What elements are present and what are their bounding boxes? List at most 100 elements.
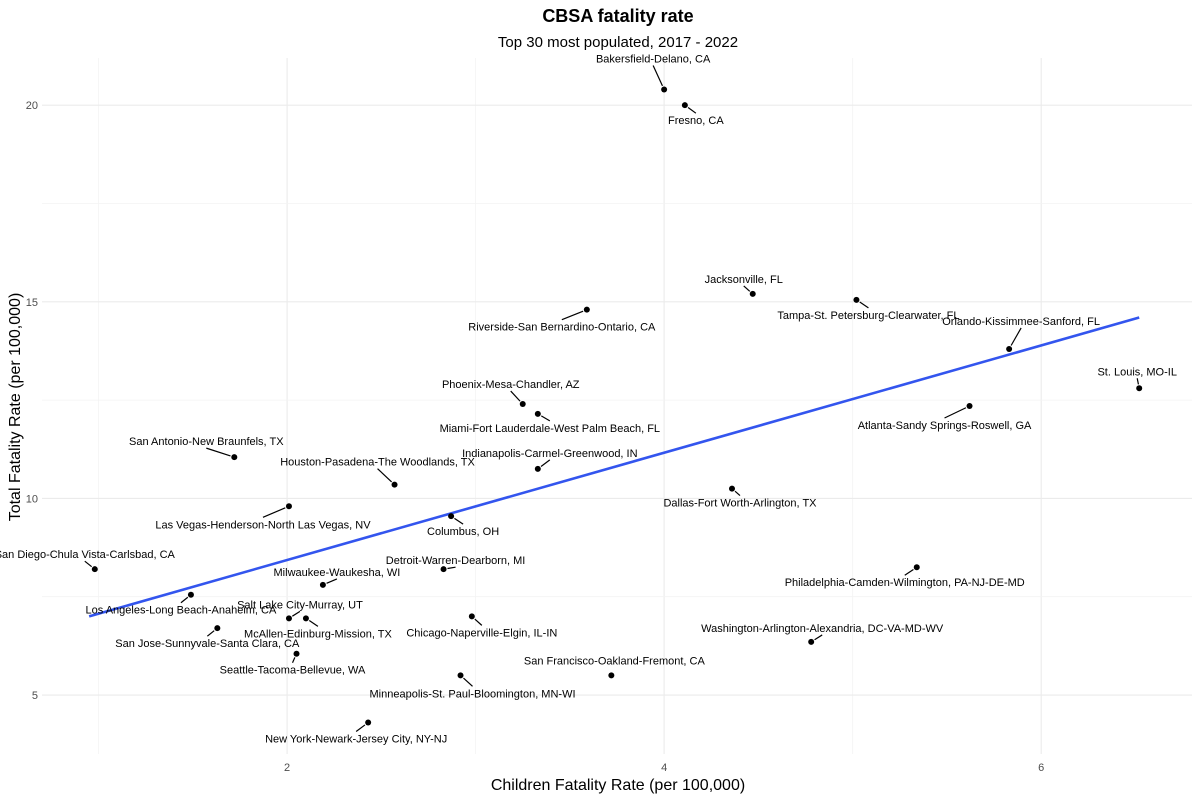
data-point	[91, 566, 98, 573]
data-point	[391, 481, 398, 488]
point-label: Atlanta-Sandy Springs-Roswell, GA	[858, 420, 1032, 432]
data-point	[966, 403, 973, 409]
label-leader-line	[1010, 327, 1022, 346]
label-leader-line	[206, 630, 215, 637]
point-label: Milwaukee-Waukesha, WI	[274, 567, 401, 579]
point-label: St. Louis, MO-IL	[1097, 366, 1176, 378]
label-leader-line	[859, 301, 869, 309]
label-leader-line	[206, 447, 231, 457]
data-point	[285, 503, 292, 510]
data-point	[302, 615, 309, 622]
point-label: Houston-Pasadena-The Woodlands, TX	[280, 457, 475, 469]
point-label: Los Angeles-Long Beach-Anaheim, CA	[86, 605, 277, 617]
y-tick-label: 20	[26, 100, 38, 112]
data-point	[808, 638, 815, 645]
data-point	[293, 650, 300, 657]
data-point	[681, 102, 688, 109]
label-leader-line	[561, 310, 584, 321]
data-point	[440, 566, 447, 573]
point-label: Jacksonville, FL	[705, 274, 783, 286]
label-leader-line	[743, 285, 751, 292]
data-point	[749, 290, 756, 297]
data-point	[534, 465, 541, 472]
y-tick-label: 15	[26, 297, 38, 309]
label-leader-line	[262, 507, 286, 518]
label-leader-line	[1136, 378, 1140, 385]
point-label: San Francisco-Oakland-Fremont, CA	[524, 655, 706, 667]
trend-line	[88, 316, 1140, 618]
x-tick-label: 6	[1038, 762, 1044, 774]
label-leader-line	[814, 634, 823, 641]
trend-line-group	[88, 316, 1140, 618]
label-leader-line	[540, 415, 551, 422]
label-leader-line	[377, 468, 393, 483]
label-leader-line	[447, 566, 456, 570]
point-label: New York-Newark-Jersey City, NY-NJ	[265, 734, 447, 746]
point-label: Riverside-San Bernardino-Ontario, CA	[468, 322, 656, 334]
point-label: Detroit-Warren-Dearborn, MI	[386, 555, 526, 567]
x-tick-label: 4	[661, 762, 667, 774]
data-point	[1006, 345, 1013, 352]
point-label: Fresno, CA	[668, 115, 724, 127]
point-label: Indianapolis-Carmel-Greenwood, IN	[462, 448, 638, 460]
point-label: Philadelphia-Camden-Wilmington, PA-NJ-DE…	[785, 577, 1025, 589]
point-label: Dallas-Fort Worth-Arlington, TX	[663, 498, 817, 510]
chart-title: CBSA fatality rate	[542, 6, 693, 26]
y-tick-label: 10	[26, 493, 38, 505]
data-points	[91, 86, 1143, 726]
data-point	[187, 591, 194, 598]
point-label: Tampa-St. Petersburg-Clearwater, FL	[777, 310, 959, 322]
point-label: Washington-Arlington-Alexandria, DC-VA-M…	[701, 623, 944, 635]
point-label: Orlando-Kissimmee-Sanford, FL	[942, 316, 1100, 328]
label-leader-line	[474, 618, 483, 626]
grid	[42, 58, 1192, 754]
point-labels: Bakersfield-Delano, CA Fresno, CA Jacksonv…	[0, 53, 1177, 745]
data-point	[365, 719, 372, 726]
data-point	[853, 296, 860, 303]
label-leader-line	[84, 560, 93, 568]
point-label: McAllen-Edinburg-Mission, TX	[244, 628, 392, 640]
data-point	[468, 613, 475, 620]
axis-ticks: 2 4 6 5 10 15 20	[26, 100, 1044, 774]
label-leader-line	[904, 568, 914, 576]
point-label: Minneapolis-St. Paul-Bloomington, MN-WI	[370, 688, 576, 700]
y-axis-label: Total Fatality Rate (per 100,000)	[7, 293, 24, 522]
label-leader-line	[687, 107, 697, 114]
point-label: Seattle-Tacoma-Bellevue, WA	[220, 665, 366, 677]
label-leader-line	[454, 517, 464, 525]
point-label: Chicago-Naperville-Elgin, IL-IN	[406, 627, 557, 639]
data-point	[319, 581, 326, 588]
data-point	[534, 410, 541, 417]
data-point	[214, 625, 221, 632]
data-point	[285, 615, 292, 622]
label-leader-line	[540, 459, 551, 467]
label-leader-line	[355, 724, 366, 733]
data-point	[583, 306, 590, 313]
label-leader-line	[652, 65, 664, 87]
data-point	[231, 454, 238, 461]
point-label: San Antonio-New Braunfels, TX	[129, 436, 284, 448]
point-label: Bakersfield-Delano, CA	[596, 53, 711, 65]
data-point	[729, 485, 735, 492]
point-label: San Jose-Sunnyvale-Santa Clara, CA	[115, 638, 300, 650]
label-leader-line	[510, 390, 521, 402]
point-label: Miami-Fort Lauderdale-West Palm Beach, F…	[440, 423, 661, 435]
data-point	[519, 401, 526, 408]
data-point	[608, 672, 615, 679]
chart-subtitle: Top 30 most populated, 2017 - 2022	[498, 34, 738, 51]
point-label: Salt Lake City-Murray, UT	[237, 599, 363, 611]
point-label: Las Vegas-Henderson-North Las Vegas, NV	[155, 519, 371, 531]
label-leader-line	[734, 490, 741, 497]
label-leader-line	[326, 578, 338, 584]
point-label: San Diego-Chula Vista-Carlsbad, CA	[0, 549, 176, 561]
data-point	[1136, 385, 1143, 392]
data-point	[913, 564, 920, 571]
x-axis-label: Children Fatality Rate (per 100,000)	[491, 777, 745, 794]
data-point	[457, 672, 464, 679]
data-point	[448, 513, 455, 520]
point-label: Phoenix-Mesa-Chandler, AZ	[442, 379, 580, 391]
label-leader-line	[944, 407, 967, 419]
label-leader-line	[463, 677, 473, 687]
y-tick-label: 5	[32, 690, 38, 702]
